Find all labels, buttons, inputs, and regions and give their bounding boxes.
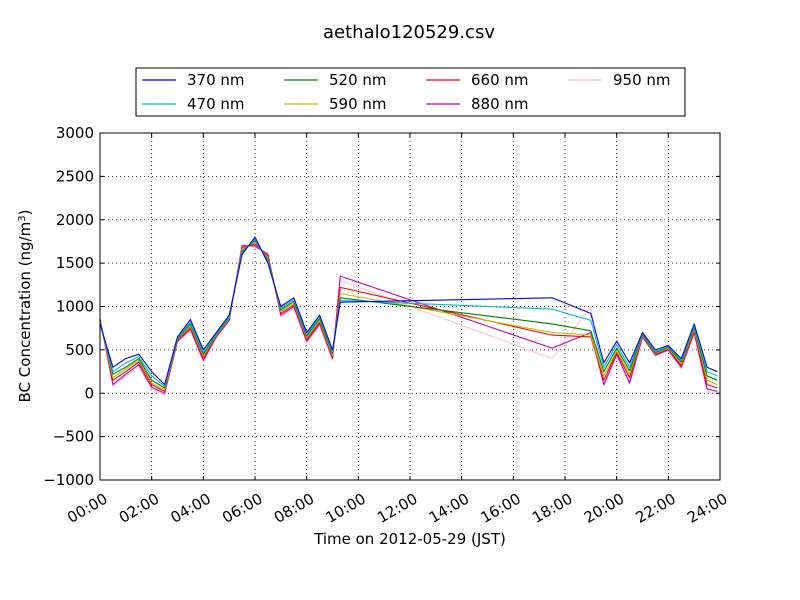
chart-title: aethalo120529.csv: [323, 22, 495, 43]
legend: 370 nm 470 nm 520 nm 590 nm 660 nm 880 nm 950 …: [135, 67, 686, 117]
y-tick-label: 3000: [56, 124, 94, 142]
y-axis-label: BC Concentration (ng/m3): [16, 210, 34, 403]
legend-label: 370 nm: [187, 71, 245, 89]
legend-label: 880 nm: [471, 95, 529, 113]
legend-label: 590 nm: [329, 95, 387, 113]
y-tick-label: −500: [53, 428, 94, 446]
x-axis-label: Time on 2012-05-29 (JST): [313, 530, 506, 548]
y-tick-label: 1500: [56, 254, 94, 272]
y-tick-label: 0: [84, 384, 94, 402]
legend-label: 520 nm: [329, 71, 387, 89]
y-tick-label: 2000: [56, 211, 94, 229]
y-tick-label: −1000: [43, 471, 94, 489]
legend-label: 660 nm: [471, 71, 529, 89]
y-tick-label: 2500: [56, 167, 94, 185]
y-tick-label: 500: [65, 341, 94, 359]
y-axis-label-sup: 3: [17, 215, 28, 221]
y-axis-label-main: BC Concentration (ng/m: [16, 222, 34, 403]
legend-label: 470 nm: [187, 95, 245, 113]
legend-box: [135, 67, 686, 117]
y-axis-label-end: ): [16, 210, 34, 216]
series-lines: [99, 236, 718, 396]
grid: [100, 133, 720, 480]
series-line-370-nm: [99, 236, 718, 386]
legend-label: 950 nm: [613, 71, 671, 89]
y-tick-label: 1000: [56, 298, 94, 316]
